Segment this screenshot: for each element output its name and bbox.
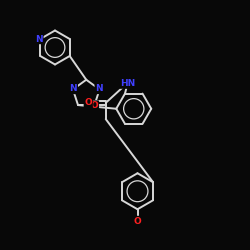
Text: N: N [70, 84, 77, 94]
Text: HN: HN [120, 79, 135, 88]
Text: O: O [90, 101, 98, 110]
Text: O: O [84, 98, 92, 107]
Text: N: N [35, 34, 43, 43]
Text: N: N [95, 84, 103, 94]
Text: O: O [134, 216, 141, 226]
